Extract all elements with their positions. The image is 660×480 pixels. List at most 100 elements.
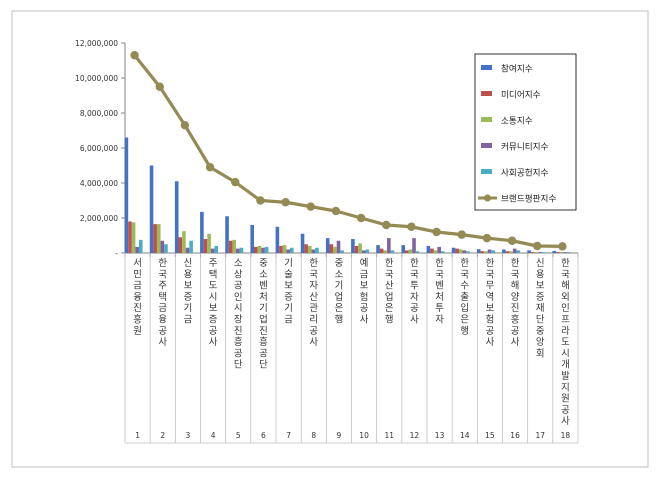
bar (174, 181, 179, 253)
bar (138, 239, 143, 253)
rank-label: 17 (535, 431, 545, 440)
legend-swatch (481, 117, 492, 122)
bar (387, 238, 391, 253)
bar (300, 233, 305, 253)
bar (462, 250, 467, 253)
rank-label: 2 (160, 431, 165, 440)
line-point (432, 227, 441, 237)
bar (214, 246, 219, 253)
bar (239, 247, 244, 253)
line-point (130, 51, 139, 60)
y-tick-label: 10,000,000 (75, 74, 118, 83)
line-point (256, 196, 265, 205)
rank-label: 3 (186, 431, 191, 440)
bar (185, 247, 190, 253)
line-point (507, 236, 517, 245)
bar (566, 252, 571, 253)
rank-label: 8 (311, 431, 316, 440)
rank-label: 16 (510, 431, 520, 440)
line-series (130, 51, 567, 251)
bar (466, 251, 470, 253)
bar (236, 248, 240, 253)
bar (275, 226, 280, 253)
rank-label: 7 (286, 431, 291, 440)
rank-label: 6 (261, 431, 266, 440)
bar (426, 246, 431, 253)
rank-label: 18 (561, 431, 571, 440)
bar (376, 245, 380, 253)
line-point (457, 230, 466, 239)
bar (563, 252, 567, 253)
bar (379, 248, 384, 253)
bar (149, 165, 154, 253)
bar (458, 249, 463, 253)
bar (480, 251, 485, 253)
bar (437, 246, 441, 253)
bar (408, 249, 413, 253)
bar (430, 248, 434, 253)
bar (401, 245, 406, 253)
bar (131, 222, 136, 253)
bar (329, 244, 334, 253)
bar (351, 239, 355, 253)
bar (156, 224, 161, 253)
bar (315, 247, 319, 253)
bar (203, 239, 208, 253)
legend-label: 사회공헌지수 (501, 168, 549, 179)
bar (509, 251, 513, 253)
y-tick-label: 2,000,000 (80, 214, 118, 223)
legend-swatch (484, 194, 491, 202)
y-tick-label: 4,000,000 (80, 179, 118, 188)
bar (250, 225, 255, 253)
bar (307, 246, 312, 253)
bar (484, 251, 488, 253)
bar (516, 250, 521, 253)
bar (433, 250, 438, 253)
legend-swatch (481, 91, 492, 96)
line-point (482, 233, 492, 243)
bar (361, 250, 366, 253)
bar (261, 247, 265, 253)
bar (264, 246, 269, 253)
y-tick-label: 6,000,000 (80, 144, 118, 153)
bar (189, 240, 193, 253)
bar (282, 245, 287, 253)
line-point (356, 213, 366, 223)
bar (383, 250, 388, 253)
line-point (331, 206, 341, 216)
bar (289, 247, 294, 253)
line-point (231, 177, 240, 187)
bar (487, 249, 492, 253)
line-point (382, 220, 391, 230)
bar (311, 249, 316, 253)
bar (491, 250, 495, 253)
legend-swatch (481, 143, 492, 148)
bar (530, 252, 535, 253)
bar (160, 240, 165, 253)
bar (336, 240, 341, 253)
line-point (155, 82, 164, 91)
bar (164, 244, 168, 253)
bar (340, 250, 344, 253)
bar (304, 244, 308, 253)
bar (390, 250, 395, 253)
bar (527, 250, 531, 253)
legend-swatch (481, 169, 492, 174)
bar (358, 243, 362, 253)
legend-label: 참여지수 (501, 63, 533, 75)
line-point (558, 242, 567, 251)
legend-label: 소통지수 (501, 116, 533, 127)
bar (451, 247, 456, 253)
bar (182, 231, 186, 253)
